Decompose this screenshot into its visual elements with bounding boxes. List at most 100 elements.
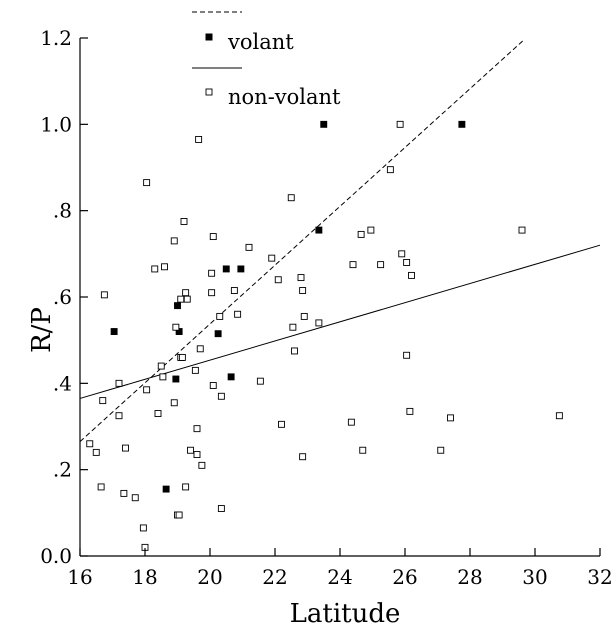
- point-non-volant: [143, 179, 151, 187]
- point-non-volant: [182, 289, 190, 297]
- point-volant: [237, 265, 245, 273]
- x-tick-label: 28: [457, 565, 482, 589]
- point-non-volant: [518, 226, 526, 234]
- point-non-volant: [217, 505, 225, 512]
- point-non-volant: [217, 392, 225, 400]
- trend-line-non-volant: [79, 244, 601, 399]
- point-non-volant: [161, 263, 168, 271]
- point-volant: [227, 373, 235, 381]
- point-volant: [162, 485, 170, 493]
- legend-marker-volant: [205, 33, 213, 41]
- point-non-volant: [287, 194, 295, 202]
- point-non-volant: [115, 412, 123, 420]
- x-tick-label: 22: [262, 565, 287, 589]
- point-non-volant: [151, 265, 159, 273]
- point-non-volant: [122, 444, 129, 452]
- point-non-volant: [297, 274, 305, 282]
- point-non-volant: [406, 407, 414, 415]
- point-non-volant: [97, 483, 105, 491]
- point-non-volant: [408, 271, 415, 279]
- point-non-volant: [274, 276, 282, 284]
- x-tick-label: 26: [392, 565, 417, 589]
- point-non-volant: [315, 319, 323, 327]
- point-non-volant: [172, 323, 180, 331]
- x-axis-title: Latitude: [290, 599, 401, 629]
- point-non-volant: [209, 382, 217, 389]
- point-non-volant: [347, 418, 355, 426]
- y-tick-label: 1.2: [40, 26, 72, 50]
- point-non-volant: [182, 483, 190, 491]
- point-non-volant: [216, 312, 224, 320]
- point-non-volant: [359, 446, 367, 454]
- point-volant: [315, 226, 323, 234]
- point-non-volant: [195, 135, 203, 143]
- point-non-volant: [289, 323, 297, 331]
- point-non-volant: [299, 287, 307, 294]
- y-tick-label: .2: [53, 458, 72, 482]
- y-tick-label: 1.0: [40, 112, 72, 136]
- point-non-volant: [437, 446, 445, 454]
- point-non-volant: [92, 448, 100, 456]
- point-volant: [214, 330, 222, 338]
- point-volant: [458, 120, 466, 128]
- point-non-volant: [300, 312, 308, 320]
- point-non-volant: [183, 295, 191, 303]
- y-tick-label: .6: [53, 285, 72, 309]
- point-non-volant: [159, 373, 167, 381]
- point-non-volant: [170, 399, 178, 407]
- point-non-volant: [120, 489, 128, 497]
- point-non-volant: [245, 243, 253, 251]
- point-non-volant: [377, 261, 385, 269]
- point-non-volant: [403, 259, 411, 266]
- point-non-volant: [191, 366, 199, 374]
- point-non-volant: [198, 461, 206, 469]
- point-non-volant: [178, 353, 186, 361]
- point-volant: [110, 328, 118, 335]
- point-non-volant: [208, 289, 216, 297]
- point-non-volant: [154, 410, 162, 417]
- point-non-volant: [170, 237, 178, 245]
- y-tick-label: .4: [53, 371, 72, 395]
- point-non-volant: [403, 351, 411, 359]
- trend-line-volant: [79, 39, 524, 442]
- point-non-volant: [209, 233, 217, 241]
- point-non-volant: [100, 291, 108, 299]
- y-axis-title: R/P: [27, 307, 57, 353]
- point-non-volant: [177, 295, 185, 303]
- point-non-volant: [278, 420, 285, 428]
- point-non-volant: [196, 345, 204, 353]
- axes: 0.0 .2 .4 .6 .8 1.0 1.2 16 18 20 22 24 26 28 30 32: [40, 26, 613, 589]
- point-non-volant: [367, 226, 375, 234]
- legend-label-volant: volant: [227, 30, 294, 54]
- data-points: [86, 120, 563, 551]
- point-non-volant: [398, 250, 406, 258]
- point-non-volant: [143, 386, 151, 394]
- point-non-volant: [99, 397, 107, 405]
- point-non-volant: [268, 254, 276, 262]
- point-non-volant: [157, 362, 165, 370]
- trend-lines: [79, 39, 601, 442]
- point-non-volant: [86, 440, 94, 448]
- x-tick-label: 30: [522, 565, 547, 589]
- x-tick-label: 18: [132, 565, 157, 589]
- point-volant: [222, 265, 230, 273]
- legend-marker-non-volant: [205, 88, 213, 96]
- legend: volant non-volant: [192, 11, 341, 109]
- point-non-volant: [115, 379, 123, 387]
- point-non-volant: [187, 446, 194, 454]
- point-non-volant: [230, 287, 238, 294]
- y-tick-label: .8: [53, 199, 72, 223]
- point-non-volant: [256, 377, 264, 385]
- point-non-volant: [357, 230, 365, 238]
- point-non-volant: [139, 524, 147, 532]
- y-tick-label: 0.0: [40, 544, 72, 568]
- point-volant: [320, 120, 328, 128]
- point-non-volant: [193, 451, 201, 459]
- point-non-volant: [555, 412, 563, 420]
- point-volant: [174, 302, 181, 310]
- x-tick-label: 24: [327, 565, 352, 589]
- point-non-volant: [131, 494, 139, 502]
- point-non-volant: [193, 425, 201, 433]
- legend-label-non-volant: non-volant: [228, 85, 341, 109]
- point-non-volant: [291, 347, 298, 355]
